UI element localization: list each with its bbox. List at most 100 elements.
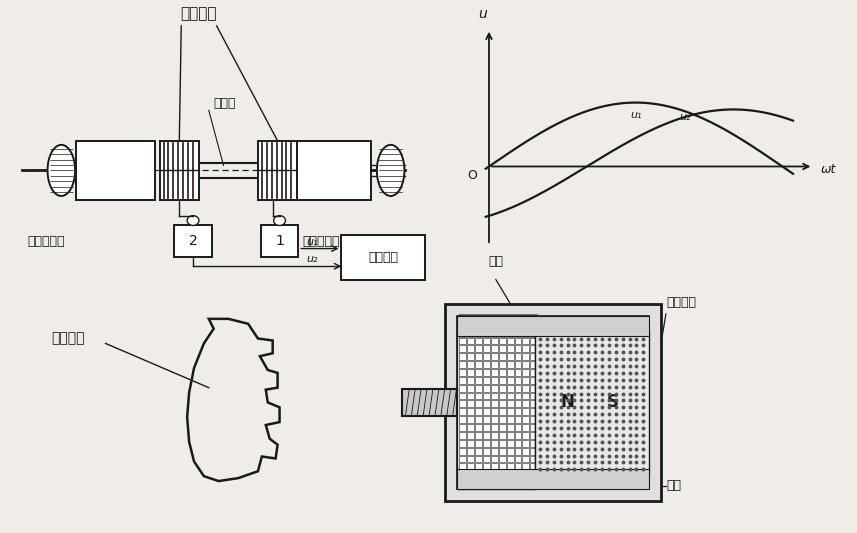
Bar bbox=[459, 416, 466, 423]
Text: 测量仪表: 测量仪表 bbox=[369, 251, 399, 264]
Bar bbox=[530, 377, 537, 384]
Bar bbox=[506, 385, 513, 392]
Bar bbox=[459, 456, 466, 463]
Bar bbox=[483, 361, 490, 368]
Text: 扭转轴: 扭转轴 bbox=[213, 98, 237, 110]
Bar bbox=[475, 448, 482, 455]
Bar bbox=[506, 448, 513, 455]
Text: u₁: u₁ bbox=[306, 237, 318, 247]
Bar bbox=[530, 400, 537, 407]
Bar bbox=[457, 316, 650, 336]
Text: u₂: u₂ bbox=[306, 254, 318, 264]
Bar bbox=[467, 424, 474, 431]
Bar bbox=[514, 471, 521, 478]
Bar bbox=[467, 330, 474, 336]
Bar bbox=[475, 440, 482, 447]
Bar bbox=[467, 322, 474, 329]
Bar bbox=[475, 393, 482, 399]
Bar bbox=[499, 471, 506, 478]
Bar bbox=[475, 361, 482, 368]
Bar bbox=[530, 471, 537, 478]
Bar bbox=[530, 408, 537, 415]
Bar bbox=[475, 377, 482, 384]
Bar bbox=[514, 385, 521, 392]
Bar bbox=[483, 393, 490, 399]
Bar bbox=[530, 322, 537, 329]
Bar bbox=[506, 345, 513, 352]
Ellipse shape bbox=[47, 145, 75, 196]
Bar bbox=[467, 314, 474, 321]
Bar bbox=[459, 369, 466, 376]
Bar bbox=[475, 369, 482, 376]
Text: 磁电传感器: 磁电传感器 bbox=[27, 235, 64, 248]
Bar bbox=[530, 345, 537, 352]
Bar bbox=[483, 432, 490, 439]
Bar bbox=[499, 456, 506, 463]
Bar bbox=[506, 322, 513, 329]
Bar bbox=[491, 471, 498, 478]
Bar bbox=[506, 416, 513, 423]
Bar bbox=[459, 432, 466, 439]
Bar bbox=[483, 369, 490, 376]
Bar bbox=[467, 463, 474, 470]
Bar bbox=[514, 369, 521, 376]
Bar bbox=[491, 314, 498, 321]
Bar bbox=[499, 463, 506, 470]
Bar bbox=[457, 316, 535, 489]
Bar bbox=[483, 463, 490, 470]
Bar bbox=[523, 400, 530, 407]
Bar bbox=[491, 440, 498, 447]
Bar bbox=[467, 353, 474, 360]
Bar bbox=[475, 345, 482, 352]
Bar bbox=[459, 322, 466, 329]
Bar bbox=[499, 369, 506, 376]
Bar bbox=[491, 361, 498, 368]
Bar bbox=[445, 304, 661, 500]
Bar bbox=[506, 330, 513, 336]
Bar bbox=[499, 377, 506, 384]
Bar bbox=[459, 393, 466, 399]
Bar bbox=[483, 479, 490, 486]
Bar bbox=[514, 463, 521, 470]
Bar bbox=[499, 424, 506, 431]
Bar bbox=[483, 322, 490, 329]
Bar bbox=[483, 353, 490, 360]
Bar bbox=[499, 345, 506, 352]
Bar bbox=[523, 393, 530, 399]
Bar bbox=[467, 361, 474, 368]
Bar bbox=[530, 416, 537, 423]
Bar bbox=[499, 330, 506, 336]
Bar bbox=[491, 345, 498, 352]
Bar bbox=[483, 408, 490, 415]
Bar bbox=[457, 316, 650, 489]
Bar bbox=[467, 345, 474, 352]
Bar bbox=[523, 424, 530, 431]
Bar bbox=[530, 314, 537, 321]
Bar bbox=[530, 330, 537, 336]
Bar bbox=[530, 337, 537, 344]
Bar bbox=[491, 463, 498, 470]
Bar bbox=[491, 393, 498, 399]
Bar bbox=[506, 337, 513, 344]
Bar bbox=[506, 440, 513, 447]
Text: 齿形圆盘: 齿形圆盘 bbox=[51, 332, 85, 345]
Bar bbox=[499, 400, 506, 407]
Bar bbox=[459, 314, 466, 321]
Bar bbox=[506, 369, 513, 376]
Bar bbox=[514, 337, 521, 344]
Bar bbox=[258, 141, 297, 200]
Text: 铁芯: 铁芯 bbox=[666, 480, 681, 492]
Bar bbox=[506, 456, 513, 463]
Bar bbox=[523, 345, 530, 352]
Bar bbox=[530, 369, 537, 376]
Bar bbox=[159, 141, 199, 200]
Bar bbox=[483, 471, 490, 478]
Bar bbox=[530, 432, 537, 439]
Ellipse shape bbox=[273, 216, 285, 225]
Text: u: u bbox=[479, 7, 488, 21]
Bar bbox=[174, 225, 212, 257]
Bar bbox=[530, 361, 537, 368]
Bar bbox=[523, 456, 530, 463]
Bar bbox=[483, 448, 490, 455]
Bar bbox=[491, 322, 498, 329]
